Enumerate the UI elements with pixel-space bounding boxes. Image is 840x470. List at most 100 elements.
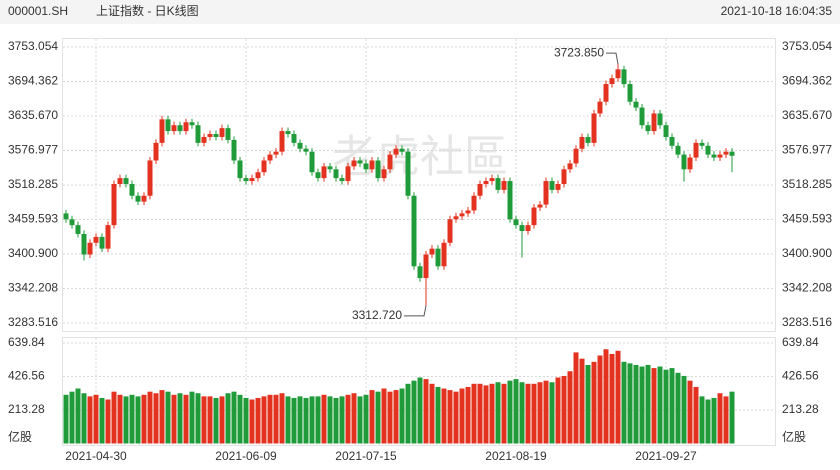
candle-body [81, 233, 87, 255]
candle-body [255, 172, 261, 179]
volume-tick-label: 639.84 [8, 335, 45, 349]
candle-body [615, 69, 621, 79]
candle-body [321, 166, 327, 179]
y-tick-label-right: 3576.977 [782, 143, 832, 157]
y-tick-label-right: 3283.516 [782, 315, 832, 329]
volume-bar [255, 397, 261, 444]
candle-body [657, 113, 663, 126]
volume-bar [375, 391, 381, 444]
volume-bar [513, 379, 519, 444]
header-bar [0, 0, 840, 24]
volume-bar [639, 366, 645, 444]
volume-bar [573, 352, 579, 444]
volume-bar [681, 375, 687, 444]
candle-body [165, 119, 171, 132]
candle-body [237, 160, 243, 179]
volume-bar [129, 394, 135, 444]
candle-body [87, 242, 93, 255]
volume-bar [201, 396, 207, 444]
candle-body [261, 160, 267, 173]
volume-bar [207, 396, 213, 444]
volume-bar [645, 364, 651, 444]
candle-body [243, 178, 249, 182]
volume-bar [117, 394, 123, 444]
volume-bar [597, 355, 603, 444]
volume-bar [423, 379, 429, 444]
candle-body [507, 181, 513, 220]
volume-bar [81, 393, 87, 444]
candle-body [267, 154, 273, 161]
volume-bar [105, 399, 111, 444]
volume-bar [243, 397, 249, 444]
volume-bar [177, 393, 183, 444]
volume-bar [543, 380, 549, 444]
volume-bar [111, 391, 117, 444]
candle-body [579, 136, 585, 149]
candle-body [177, 125, 183, 132]
price-panel [62, 38, 776, 332]
volume-bar [141, 394, 147, 444]
volume-bar [693, 386, 699, 444]
volume-bar [651, 368, 657, 444]
candle-body [441, 242, 447, 267]
volume-bar [327, 396, 333, 444]
volume-bar [483, 385, 489, 444]
candle-body [447, 219, 453, 243]
candle-body [309, 151, 315, 173]
volume-bar [231, 391, 237, 444]
volume-bar [537, 382, 543, 444]
candle-body [117, 178, 123, 184]
x-tick-label: 2021-08-19 [485, 449, 547, 463]
x-tick-label: 2021-06-09 [215, 449, 277, 463]
volume-bar [195, 393, 201, 444]
candle-body [675, 145, 681, 155]
candle-body [567, 163, 573, 170]
candle-body [135, 195, 141, 202]
candle-body [471, 195, 477, 211]
candle-body [303, 148, 309, 152]
y-tick-label: 3753.054 [8, 39, 58, 53]
candle-body [249, 178, 255, 182]
volume-bar [69, 391, 75, 444]
candle-body [381, 169, 387, 179]
candle-body [327, 166, 333, 170]
y-tick-label-right: 3694.362 [782, 74, 832, 88]
volume-bar [405, 383, 411, 444]
volume-bar [555, 377, 561, 444]
candle-body [555, 183, 561, 190]
candle-body [285, 131, 291, 135]
volume-panel [62, 337, 776, 446]
candle-body [351, 160, 357, 167]
volume-bar [663, 369, 669, 444]
x-tick-label: 2021-07-15 [335, 449, 397, 463]
volume-bar [297, 396, 303, 444]
candle-body [111, 183, 117, 226]
candle-body [387, 154, 393, 170]
candle-body [123, 178, 129, 184]
volume-bar [267, 394, 273, 444]
low-label: 3312.720 [352, 308, 402, 322]
candle-body [585, 136, 591, 143]
candle-body [501, 181, 507, 190]
candle-body [663, 125, 669, 137]
volume-bar [471, 383, 477, 444]
candle-body [423, 254, 429, 279]
candle-body [591, 113, 597, 143]
volume-bar [711, 397, 717, 444]
candle-body [537, 204, 543, 208]
candle-body [639, 107, 645, 126]
volume-bar [393, 390, 399, 444]
volume-bar [159, 390, 165, 444]
candle-body [597, 101, 603, 114]
volume-bar [699, 396, 705, 444]
volume-bar [489, 383, 495, 444]
candle-body [573, 148, 579, 164]
candle-body [333, 169, 339, 179]
volume-tick-label-right: 213.28 [782, 402, 819, 416]
candle-body [717, 154, 723, 158]
y-tick-label-right: 3753.054 [782, 39, 832, 53]
candle-body [75, 225, 81, 234]
candle-body [129, 183, 135, 196]
volume-bar [723, 396, 729, 444]
volume-bar [669, 368, 675, 444]
